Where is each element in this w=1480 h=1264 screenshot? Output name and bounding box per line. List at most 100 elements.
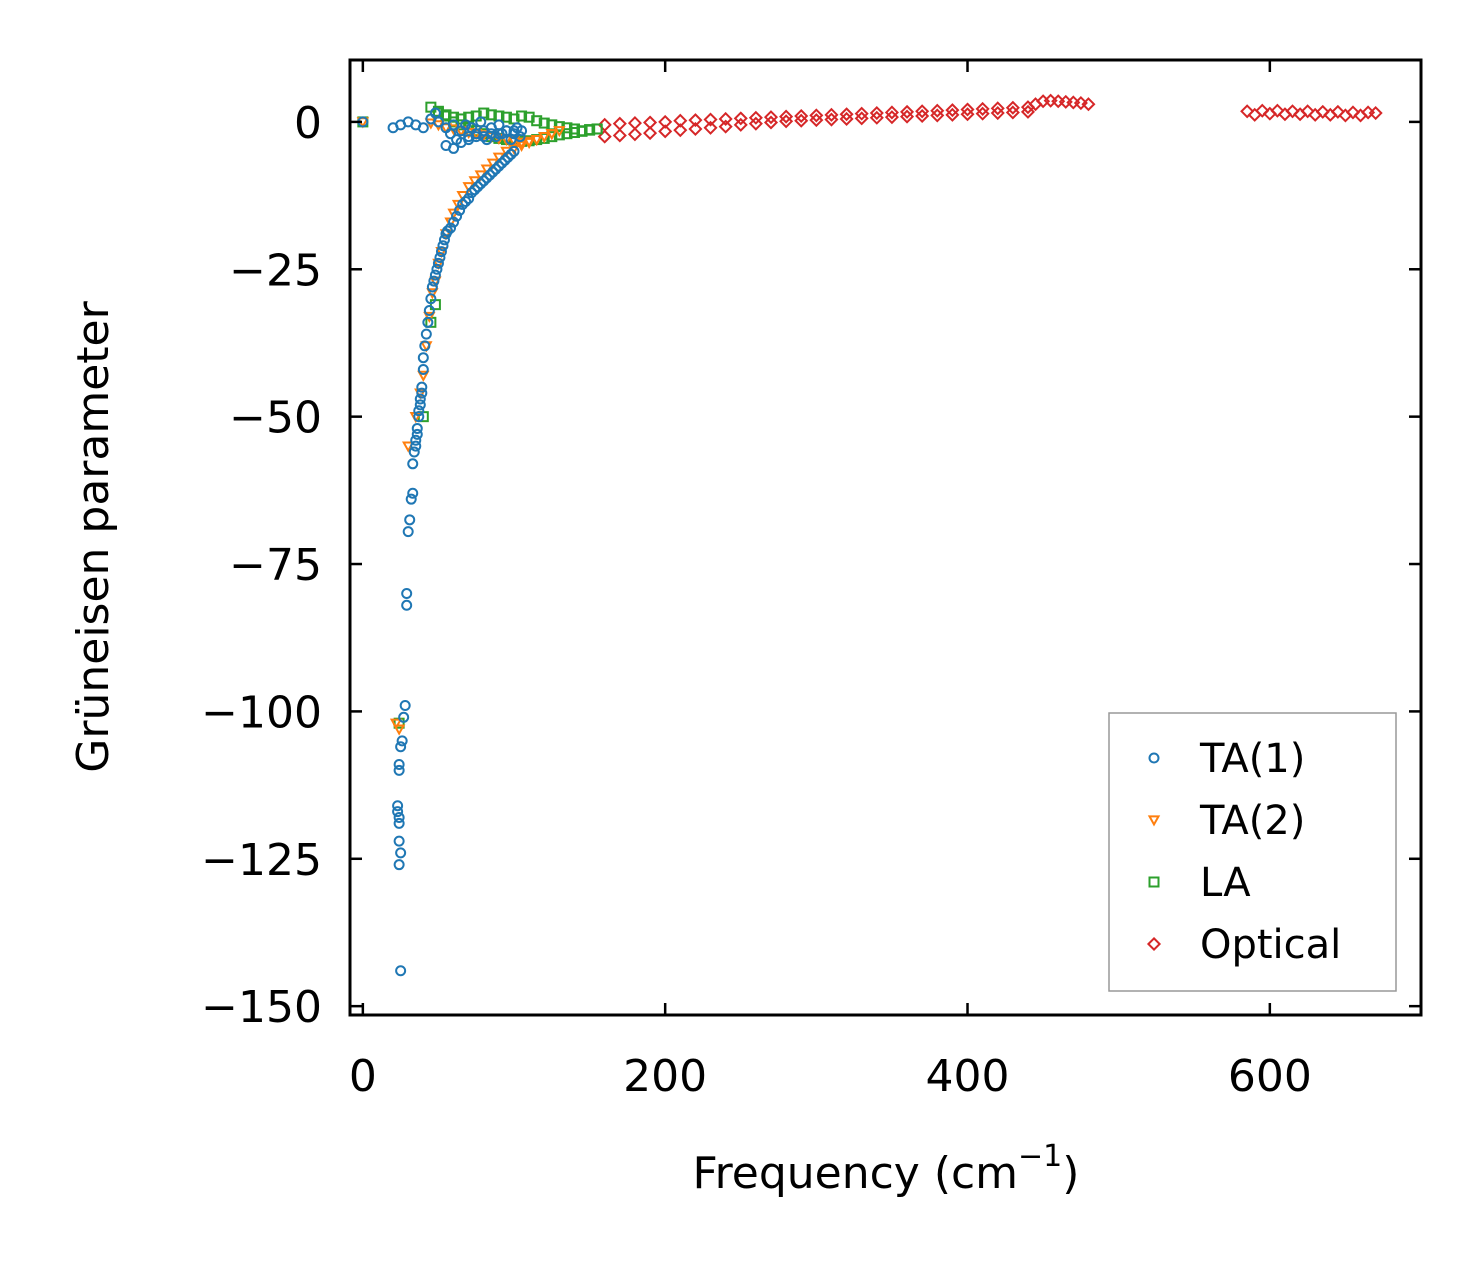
x-axis-title-main: Frequency (cm [693, 1148, 1019, 1199]
x-axis-title-close: ) [1062, 1148, 1079, 1199]
point-optical [990, 106, 1005, 121]
point-ta-1 [416, 387, 428, 399]
point-ta-1 [442, 225, 454, 237]
tick-layer: 0 200 400 600 0 −25 −50 −75 −100 −125 −150 [201, 60, 1421, 1102]
point-ta-1 [445, 222, 457, 234]
y-tick-label: −100 [201, 687, 322, 738]
y-tick-label: −125 [201, 835, 322, 886]
point-ta-1 [499, 154, 511, 166]
point-optical [597, 129, 612, 144]
point-ta-1 [417, 352, 429, 364]
point-optical [839, 111, 854, 126]
point-optical [854, 111, 869, 126]
point-ta-1 [460, 119, 472, 131]
point-la [485, 109, 497, 121]
point-ta-1 [475, 178, 487, 190]
point-ta-2 [545, 129, 559, 141]
point-optical [930, 108, 945, 123]
point-optical [748, 110, 763, 125]
point-ta-1 [411, 428, 423, 440]
point-la [440, 110, 452, 122]
point-ta-1 [393, 859, 405, 871]
point-ta-1 [469, 184, 481, 196]
point-optical [839, 107, 854, 122]
legend-entry-la: LA [1148, 860, 1251, 906]
point-optical [763, 110, 779, 125]
point-optical [975, 101, 990, 116]
point-ta-1 [423, 305, 435, 317]
point-ta-1 [448, 119, 460, 131]
point-ta-1 [398, 711, 410, 723]
point-ta-1 [392, 806, 404, 818]
point-ta-1 [402, 526, 414, 538]
point-ta-1 [516, 125, 528, 137]
point-la [561, 128, 573, 140]
point-optical [869, 106, 884, 121]
point-optical [673, 123, 688, 138]
point-ta-1 [463, 193, 475, 205]
legend: TA(1) TA(2) LA Optical [1108, 712, 1397, 992]
point-optical [763, 115, 779, 130]
point-ta-2 [538, 132, 551, 144]
point-ta-1 [413, 405, 425, 417]
point-optical [1005, 100, 1020, 115]
plot-frame [348, 58, 1423, 1017]
point-ta-1 [414, 393, 426, 405]
point-ta-1 [404, 514, 416, 526]
point-ta-1 [393, 758, 405, 770]
legend-entry-optical: Optical [1146, 922, 1341, 968]
point-optical [779, 114, 794, 129]
point-ta-1 [420, 328, 432, 340]
point-ta-1 [500, 125, 512, 137]
point-ta-1 [407, 458, 419, 470]
point-ta-1 [417, 122, 429, 134]
point-optical [794, 113, 809, 128]
point-ta-1 [435, 246, 447, 258]
legend-label-optical: Optical [1200, 922, 1341, 968]
point-ta-1 [484, 169, 496, 181]
point-ta-1 [401, 599, 413, 611]
point-ta-2 [553, 126, 566, 138]
point-ta-2 [530, 134, 543, 147]
point-ta-1 [413, 411, 425, 423]
point-optical [960, 107, 975, 122]
legend-marker-la [1148, 876, 1160, 888]
point-ta-1 [395, 847, 407, 859]
point-optical [673, 113, 688, 128]
point-optical [854, 106, 869, 121]
x-axis-title-superscript: −1 [1018, 1139, 1062, 1174]
point-ta-1 [392, 800, 404, 812]
point-ta-1 [434, 251, 446, 263]
point-ta-1 [448, 142, 460, 154]
point-optical [824, 107, 839, 122]
point-optical [1255, 103, 1270, 118]
legend-entry-ta-2: TA(2) [1147, 798, 1305, 844]
point-ta-1 [490, 163, 502, 175]
point-ta-1 [401, 588, 413, 600]
legend-entry-ta-1: TA(1) [1148, 736, 1305, 782]
legend-label-ta-2: TA(2) [1199, 798, 1305, 844]
point-ta-1 [396, 735, 408, 747]
point-ta-1 [472, 181, 484, 193]
point-ta-1 [393, 812, 405, 824]
point-la [500, 111, 512, 123]
point-optical [975, 106, 990, 121]
point-ta-1 [457, 198, 469, 210]
point-ta-1 [451, 210, 463, 222]
point-optical [900, 104, 915, 119]
point-optical [1247, 107, 1262, 122]
point-optical [1330, 104, 1345, 119]
point-optical [1368, 106, 1383, 121]
point-ta-1 [481, 172, 493, 184]
point-optical [1345, 105, 1361, 120]
point-optical [612, 128, 627, 143]
point-optical [627, 127, 642, 142]
point-optical [1240, 104, 1255, 119]
point-optical [1277, 107, 1292, 122]
point-ta-1 [478, 175, 490, 187]
series-optical [597, 93, 1383, 144]
point-la [538, 117, 550, 129]
point-optical [658, 114, 673, 129]
legend-marker-ta-2 [1147, 815, 1161, 827]
